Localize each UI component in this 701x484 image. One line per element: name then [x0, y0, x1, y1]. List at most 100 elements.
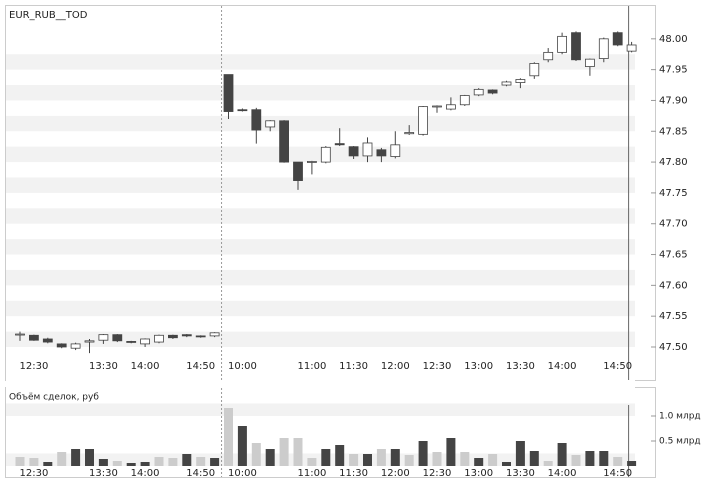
volume-bar: [85, 449, 94, 466]
volume-bar: [502, 462, 511, 466]
volume-bar: [627, 461, 637, 466]
candle-body: [70, 343, 81, 349]
stripe: [6, 54, 635, 70]
volume-bar: [599, 451, 609, 466]
volume-bar: [460, 452, 470, 466]
stripe: [6, 428, 635, 441]
candle-body: [98, 334, 109, 341]
stripe: [6, 115, 635, 132]
stripe: [6, 403, 635, 416]
candle-body: [445, 104, 456, 110]
volume-bar: [182, 454, 192, 466]
x-tick-label: 14:50: [603, 361, 632, 372]
y-tick-label: 47.65: [659, 250, 688, 261]
candle-body: [15, 333, 25, 336]
x-tick-label: 12:30: [423, 361, 452, 372]
x-tick-label: 13:30: [506, 361, 535, 372]
candle-body: [585, 58, 595, 67]
volume-bar: [168, 458, 178, 466]
stripe: [6, 300, 635, 317]
y-tick-label: 47.95: [659, 65, 688, 76]
stripe: [6, 269, 635, 286]
candle-body: [612, 32, 623, 46]
candle-body: [265, 120, 276, 128]
x-tick-label: 14:50: [186, 361, 215, 372]
y-tick-label: 47.85: [659, 126, 688, 137]
volume-bar: [585, 451, 595, 466]
candle-body: [432, 105, 442, 108]
volume-bar: [126, 463, 136, 466]
volume-bar: [279, 438, 289, 466]
candle-body: [209, 332, 220, 337]
y-tick-label: 1.0 млрд: [659, 412, 701, 422]
volume-bar: [335, 445, 345, 466]
candle-body: [251, 109, 262, 131]
candle-body: [404, 132, 415, 135]
x-tick-label: 14:00: [131, 468, 160, 479]
candle-body: [306, 161, 317, 163]
candle-body: [334, 143, 345, 146]
volume-bar: [98, 459, 108, 466]
y-tick-label: 47.55: [659, 311, 688, 322]
candle-body: [362, 142, 373, 157]
volume-bar: [112, 461, 122, 466]
x-tick-label: 13:00: [464, 361, 493, 372]
volume-bar: [210, 458, 220, 466]
volume-bar: [613, 457, 623, 466]
volume-bar: [57, 452, 67, 466]
candle-body: [42, 338, 53, 343]
candle-body: [557, 35, 567, 53]
y-tick-label: 0.5 млрд: [659, 437, 701, 447]
volume-bar: [29, 458, 39, 466]
x-tick-label: 12:30: [19, 361, 48, 372]
y-tick-label: 47.70: [659, 219, 688, 230]
x-tick-label: 12:00: [381, 361, 410, 372]
volume-bar: [237, 426, 247, 466]
volume-bar: [15, 457, 25, 466]
x-tick-label: 12:30: [423, 468, 452, 479]
volume-bar: [571, 455, 581, 466]
candle-body: [515, 79, 526, 83]
volume-bar: [529, 451, 539, 466]
x-tick-label: 14:50: [603, 468, 632, 479]
candle-body: [279, 120, 290, 163]
y-tick-label: 47.75: [659, 188, 688, 199]
candle-body: [28, 334, 39, 341]
x-tick-label: 11:00: [297, 468, 326, 479]
y-tick-label: 47.90: [659, 95, 688, 106]
candle-body: [348, 146, 359, 157]
volume-bar: [446, 438, 456, 466]
volume-bar: [140, 462, 150, 466]
volume-bar: [390, 449, 400, 466]
candle-body: [626, 44, 637, 52]
volume-bar: [265, 449, 275, 466]
candle-body: [223, 74, 234, 112]
x-tick-label: 14:00: [548, 361, 577, 372]
candle-body: [529, 63, 540, 77]
volume-bar: [307, 458, 317, 466]
volume-bar: [363, 454, 372, 466]
stripe: [6, 208, 635, 224]
y-tick-label: 47.60: [659, 280, 688, 291]
x-tick-label: 14:00: [131, 361, 160, 372]
volume-bar: [376, 449, 386, 466]
candle-body: [320, 146, 331, 163]
candle-body: [84, 340, 95, 343]
y-tick-label: 47.80: [659, 157, 688, 168]
x-tick-label: 14:00: [548, 468, 577, 479]
candle-body: [293, 161, 303, 181]
x-tick-label: 10:00: [228, 361, 257, 372]
x-tick-label: 13:00: [464, 468, 493, 479]
volume-bar: [154, 457, 164, 466]
volume-bar: [43, 462, 53, 466]
candle-body: [181, 334, 192, 337]
x-tick-label: 12:30: [19, 468, 48, 479]
candle-body: [459, 95, 470, 106]
candle-body: [418, 106, 429, 135]
y-tick-label: 47.50: [659, 342, 688, 353]
candle-body: [126, 341, 137, 343]
price-title: EUR_RUB__TOD: [9, 10, 88, 21]
volume-bar: [251, 443, 261, 466]
volume-bar: [557, 443, 567, 466]
volume-bar: [404, 455, 414, 466]
